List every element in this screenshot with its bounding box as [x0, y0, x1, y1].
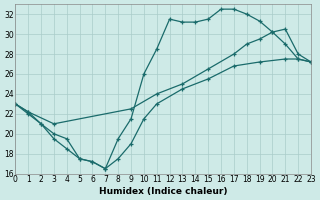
X-axis label: Humidex (Indice chaleur): Humidex (Indice chaleur) [99, 187, 228, 196]
